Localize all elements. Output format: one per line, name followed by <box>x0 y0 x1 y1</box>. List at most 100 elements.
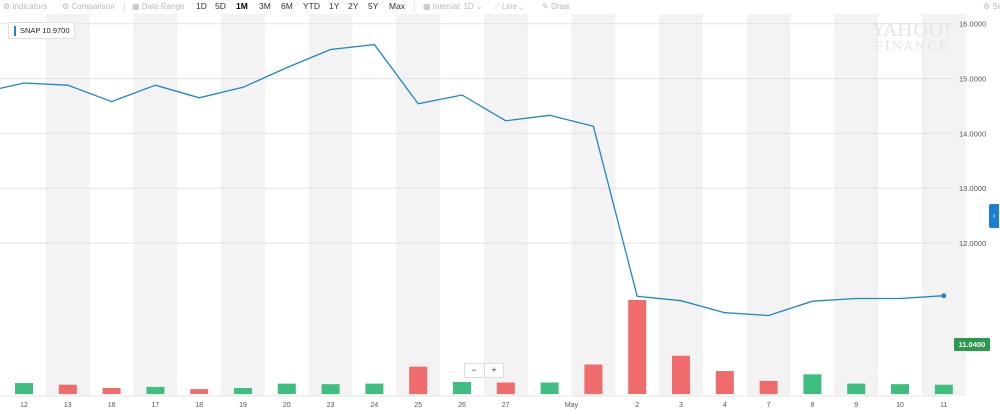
background-band <box>45 14 90 396</box>
y-tick-label: 14.0000 <box>959 129 986 138</box>
range-5d[interactable]: 5D <box>215 1 226 11</box>
current-price-badge: 11.0400 <box>954 338 990 351</box>
y-tick-label: 15.0000 <box>959 75 986 84</box>
chart-toolbar: ⚙ Indicators ⚙ Comparison ▦ Date Range 1… <box>0 0 1000 14</box>
volume-bar <box>891 384 909 394</box>
x-tick-label: 2 <box>635 402 639 409</box>
price-line <box>0 43 944 317</box>
x-tick-label: 25 <box>414 402 422 409</box>
date-range-button[interactable]: ▦ Date Range <box>132 2 184 11</box>
volume-bar <box>409 366 428 394</box>
background-band <box>221 14 265 396</box>
x-tick-label: 11 <box>940 402 947 409</box>
background-band <box>308 14 353 396</box>
settings-icon: ⚙ <box>983 2 993 11</box>
range-ytd[interactable]: YTD <box>303 1 320 11</box>
interval-label: Interval: 1D <box>432 2 474 11</box>
comparison-button[interactable]: ⚙ Comparison <box>62 2 115 11</box>
horizontal-gridlines <box>0 23 952 244</box>
x-tick-label: 19 <box>239 402 247 409</box>
volume-bar <box>146 386 165 394</box>
last-price-dot <box>941 293 947 299</box>
volume-bars <box>15 300 953 394</box>
settings-label: Se <box>992 2 1000 11</box>
volume-bar <box>365 383 384 394</box>
watermark-line1: YAHOO! <box>872 20 952 41</box>
y-tick-label: 12.0000 <box>959 239 986 248</box>
indicators-label: Indicators <box>12 2 48 11</box>
background-band <box>659 14 703 396</box>
range-1y[interactable]: 1Y <box>329 1 340 11</box>
interval-button[interactable]: ▦ Interval: 1D ⌄ <box>423 2 483 11</box>
range-1m[interactable]: 1M <box>236 1 248 11</box>
range-6m[interactable]: 6M <box>281 1 293 11</box>
x-tick-label: May <box>565 402 579 409</box>
chart-type-label: Line <box>501 2 517 11</box>
range-max[interactable]: Max <box>389 1 406 11</box>
indicators-button[interactable]: ⚙ Indicators <box>3 2 47 11</box>
volume-bar <box>496 382 515 394</box>
x-axis-ticks: 12 13 16 17 18 19 20 23 24 25 26 27 May 2 3 4 7 8 9 10 11 <box>20 402 947 409</box>
interval-icon: ▦ <box>423 2 433 11</box>
x-tick-label: 26 <box>458 402 466 409</box>
x-tick-label: 10 <box>896 402 904 409</box>
x-tick-label: 18 <box>195 402 203 409</box>
volume-bar <box>847 383 866 394</box>
range-1d[interactable]: 1D <box>196 1 207 11</box>
volume-bar <box>759 380 778 394</box>
volume-bar <box>628 300 647 394</box>
volume-bar <box>102 387 121 394</box>
background-band <box>396 14 441 396</box>
range-3m[interactable]: 3M <box>259 1 271 11</box>
x-tick-label: 16 <box>108 402 116 409</box>
x-tick-label: 20 <box>283 402 291 409</box>
line-chart-icon: ⟋ <box>494 2 502 11</box>
expand-panel-button[interactable]: › <box>989 204 999 228</box>
background-band <box>921 14 966 396</box>
x-tick-label: 24 <box>371 402 379 409</box>
volume-bar <box>540 382 559 394</box>
settings-button[interactable]: ⚙ Se <box>983 2 1000 11</box>
volume-bar <box>584 364 603 394</box>
y-tick-label: 13.0000 <box>959 184 986 193</box>
legend-symbol: SNAP <box>20 26 41 35</box>
volume-bar <box>672 355 690 394</box>
toolbar-divider <box>414 2 415 12</box>
volume-bar <box>277 383 296 394</box>
volume-bar <box>803 374 822 394</box>
draw-icon: ✎ <box>542 2 551 11</box>
x-tick-label: 3 <box>679 402 683 409</box>
range-5y[interactable]: 5Y <box>368 1 379 11</box>
volume-bar <box>715 371 734 394</box>
background-band <box>483 14 528 396</box>
volume-bar <box>15 383 33 394</box>
x-tick-label: 23 <box>327 402 335 409</box>
x-tick-label: 9 <box>854 402 858 409</box>
range-2y[interactable]: 2Y <box>348 1 359 11</box>
legend-swatch <box>14 26 16 37</box>
draw-button[interactable]: ✎ Draw <box>542 2 570 11</box>
background-band <box>133 14 178 396</box>
comparison-label: Comparison <box>71 2 115 11</box>
yahoo-finance-watermark: YAHOO! FINANCE <box>872 20 952 53</box>
toolbar-divider <box>124 2 125 12</box>
x-tick-label: 4 <box>723 402 727 409</box>
date-range-label: Date Range <box>141 2 185 11</box>
zoom-out-button[interactable]: − <box>471 365 477 375</box>
y-tick-label: 16.0000 <box>959 20 986 29</box>
y-axis-ticks: 12.0000 13.0000 14.0000 15.0000 16.0000 <box>959 20 986 248</box>
x-tick-label: 8 <box>810 402 814 409</box>
indicators-icon: ⚙ <box>3 2 13 11</box>
volume-bar <box>453 381 471 394</box>
chevron-right-icon: › <box>992 211 996 220</box>
volume-bar <box>58 384 77 394</box>
series-legend[interactable]: SNAP 10.9700 <box>8 22 75 39</box>
zoom-in-button[interactable]: + <box>484 364 503 377</box>
volume-bar <box>934 384 953 394</box>
volume-bar <box>321 384 340 394</box>
comparison-icon: ⚙ <box>62 2 72 11</box>
x-tick-label: 13 <box>64 402 72 409</box>
x-tick-label: 7 <box>767 402 771 409</box>
chart-type-button[interactable]: ⟋ Line ⌄ <box>494 2 524 11</box>
